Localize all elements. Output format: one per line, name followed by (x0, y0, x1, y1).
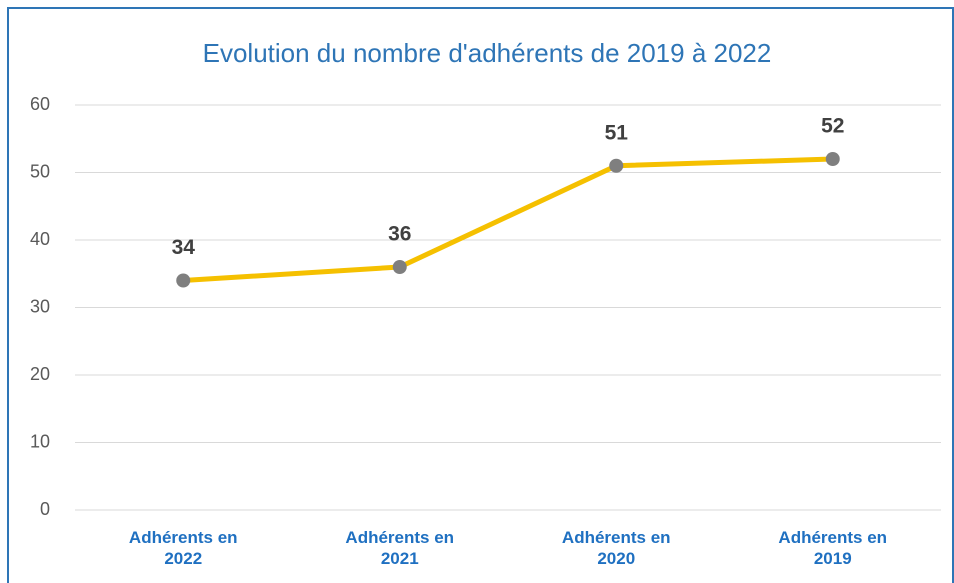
x-tick-label: Adhérents en 2022 (128, 528, 238, 568)
data-label: 34 (172, 236, 196, 259)
x-tick-label: Adhérents en 2019 (778, 528, 888, 568)
x-tick-label: Adhérents en 2021 (345, 528, 455, 568)
y-tick-label: 0 (40, 499, 50, 519)
line (183, 156, 833, 283)
marker (825, 152, 840, 166)
chart-frame (7, 7, 954, 583)
chart-title: Evolution du nombre d'adhérents de 2019 … (203, 38, 772, 68)
marker (176, 273, 191, 288)
data-label: 51 (605, 121, 629, 144)
marker (392, 260, 407, 274)
y-tick-label: 50 (30, 161, 50, 181)
y-tick-label: 10 (30, 431, 50, 451)
x-tick-label: Adhérents en 2020 (561, 528, 671, 568)
y-tick-label: 60 (30, 94, 50, 114)
data-label: 52 (821, 115, 844, 138)
y-tick-label: 30 (30, 296, 50, 316)
marker (609, 158, 624, 173)
y-tick-label: 20 (30, 364, 50, 384)
data-label: 36 (388, 223, 411, 246)
y-tick-label: 40 (30, 229, 50, 249)
